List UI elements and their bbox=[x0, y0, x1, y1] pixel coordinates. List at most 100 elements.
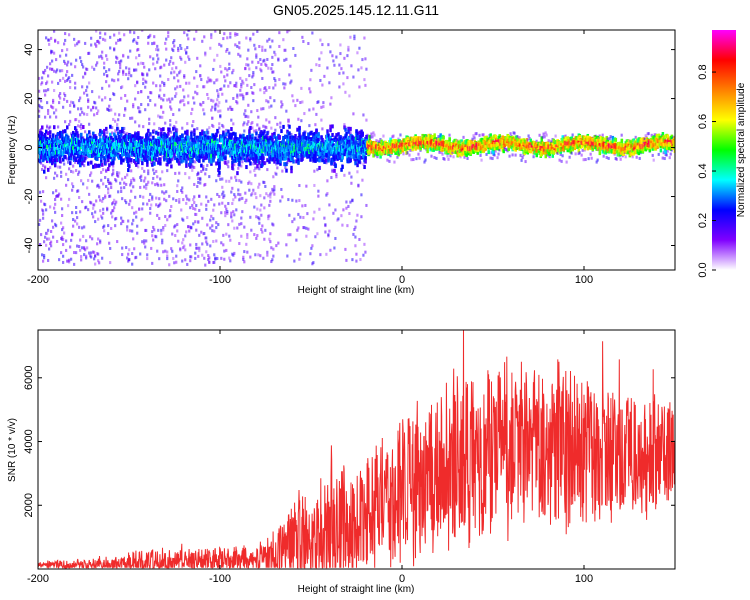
spectrogram-cell bbox=[318, 165, 321, 170]
spectrogram-cell bbox=[48, 139, 51, 144]
spectrogram-cell bbox=[51, 50, 54, 54]
spectrogram-cell bbox=[175, 198, 178, 202]
spectrogram-cell bbox=[327, 43, 330, 47]
spectrogram-cell bbox=[170, 247, 173, 251]
spectrogram-cell bbox=[251, 137, 254, 142]
spectrogram-cell bbox=[239, 88, 242, 92]
spectrogram-cell bbox=[180, 189, 183, 193]
spectrogram-cell bbox=[176, 223, 179, 227]
spectrogram-cell bbox=[184, 258, 187, 262]
spectrogram-cell bbox=[65, 73, 68, 77]
spectrogram-cell bbox=[257, 60, 260, 64]
spectrogram-cell bbox=[178, 171, 181, 175]
spectrogram-cell bbox=[318, 63, 321, 67]
spectrogram-cell bbox=[93, 67, 96, 71]
spectrogram-cell bbox=[127, 55, 130, 59]
spectrogram-cell bbox=[199, 178, 202, 182]
spectrogram-cell bbox=[246, 250, 249, 254]
spectrogram-cell bbox=[169, 59, 172, 63]
spectrogram-cell bbox=[238, 46, 241, 50]
spectrogram-cell bbox=[230, 132, 233, 137]
spectrogram-cell bbox=[45, 36, 48, 40]
spectrogram-cell bbox=[274, 79, 277, 83]
spectrogram-cell bbox=[307, 227, 310, 231]
spectrogram-cell bbox=[178, 108, 181, 112]
spectrogram-cell bbox=[288, 143, 291, 148]
spectrogram-cell bbox=[218, 165, 221, 170]
spectrogram-cell bbox=[75, 158, 78, 163]
spectrogram-cell bbox=[343, 56, 346, 60]
spectrogram-cell bbox=[287, 138, 290, 143]
spectrogram-cell bbox=[99, 135, 102, 139]
spectrogram-cell bbox=[122, 129, 125, 133]
spectrogram-cell bbox=[179, 84, 182, 88]
spectrogram-cell bbox=[157, 48, 160, 52]
spectrogram-cell bbox=[162, 110, 165, 114]
spectrogram-cell bbox=[117, 38, 120, 42]
spectrogram-cell bbox=[272, 175, 275, 179]
spectrogram-cell bbox=[47, 131, 50, 136]
spectrogram-cell bbox=[247, 63, 250, 67]
spectrogram-cell bbox=[157, 136, 160, 141]
spectrogram-cell bbox=[123, 131, 126, 135]
spectrogram-cell bbox=[70, 156, 73, 161]
spectrogram-cell bbox=[66, 48, 69, 52]
spectrogram-cell bbox=[180, 159, 183, 164]
spectrogram-cell bbox=[80, 107, 83, 111]
spectrogram-cell bbox=[220, 70, 223, 74]
spectrogram-cell bbox=[93, 150, 96, 155]
spectrogram-cell bbox=[146, 162, 149, 167]
spectrogram-cell bbox=[240, 216, 243, 220]
spectrogram-cell bbox=[53, 69, 56, 73]
spectrogram-cell bbox=[180, 57, 183, 61]
spectrogram-cell bbox=[46, 80, 49, 84]
spectrogram-cell bbox=[38, 103, 41, 107]
spectrogram-cell bbox=[213, 58, 216, 62]
spectrogram-cell bbox=[204, 172, 207, 176]
spectrogram-cell bbox=[268, 105, 271, 109]
spectrogram-cell bbox=[168, 128, 171, 133]
spectrogram-cell bbox=[287, 118, 290, 123]
spectrogram-cell bbox=[130, 74, 133, 78]
spectrogram-cell bbox=[50, 36, 53, 40]
spectrogram-cell bbox=[74, 43, 77, 47]
spectrogram-cell bbox=[246, 83, 249, 87]
spectrogram-cell bbox=[212, 208, 215, 212]
spectrogram-cell bbox=[115, 130, 118, 134]
spectrogram-cell bbox=[231, 155, 234, 160]
spectrogram-cell bbox=[232, 253, 235, 257]
spectrogram-cell bbox=[133, 68, 136, 72]
spectrogram-cell bbox=[317, 189, 320, 193]
spectrogram-cell bbox=[153, 171, 156, 175]
spectrogram-cell bbox=[201, 39, 204, 43]
spectrogram-cell bbox=[150, 142, 153, 147]
spectrogram-cell bbox=[217, 223, 220, 227]
spectrogram-cell bbox=[222, 195, 225, 199]
spectrogram-cell bbox=[250, 86, 253, 90]
spectrogram-cell bbox=[157, 57, 160, 61]
spectrogram-cell bbox=[256, 123, 259, 127]
spectrogram-cell bbox=[251, 192, 254, 196]
spectrogram-cell bbox=[44, 68, 47, 72]
spectrogram-cell bbox=[79, 210, 82, 214]
spectrogram-cell bbox=[44, 166, 47, 170]
spectrogram-cell bbox=[271, 63, 274, 67]
spectrogram-cell bbox=[82, 234, 85, 238]
spectrogram-cell bbox=[256, 109, 259, 113]
spectrogram-cell bbox=[228, 51, 231, 55]
spectrogram-cell bbox=[259, 88, 262, 92]
spectrogram-cell bbox=[301, 100, 304, 104]
spectrogram-cell bbox=[57, 131, 60, 136]
spectrogram-cell bbox=[163, 191, 166, 195]
spectrogram-cell bbox=[69, 80, 72, 84]
spectrogram-cell bbox=[223, 249, 226, 253]
spectrogram-cell bbox=[116, 240, 119, 244]
spectrogram-cell bbox=[106, 74, 109, 78]
spectrogram-cell bbox=[90, 171, 93, 175]
spectrogram-cell bbox=[78, 119, 81, 123]
spectrogram-cell bbox=[124, 175, 127, 179]
spectrogram-cell bbox=[175, 66, 178, 70]
spectrogram-cell bbox=[163, 197, 166, 201]
spectrogram-cell bbox=[50, 240, 53, 244]
